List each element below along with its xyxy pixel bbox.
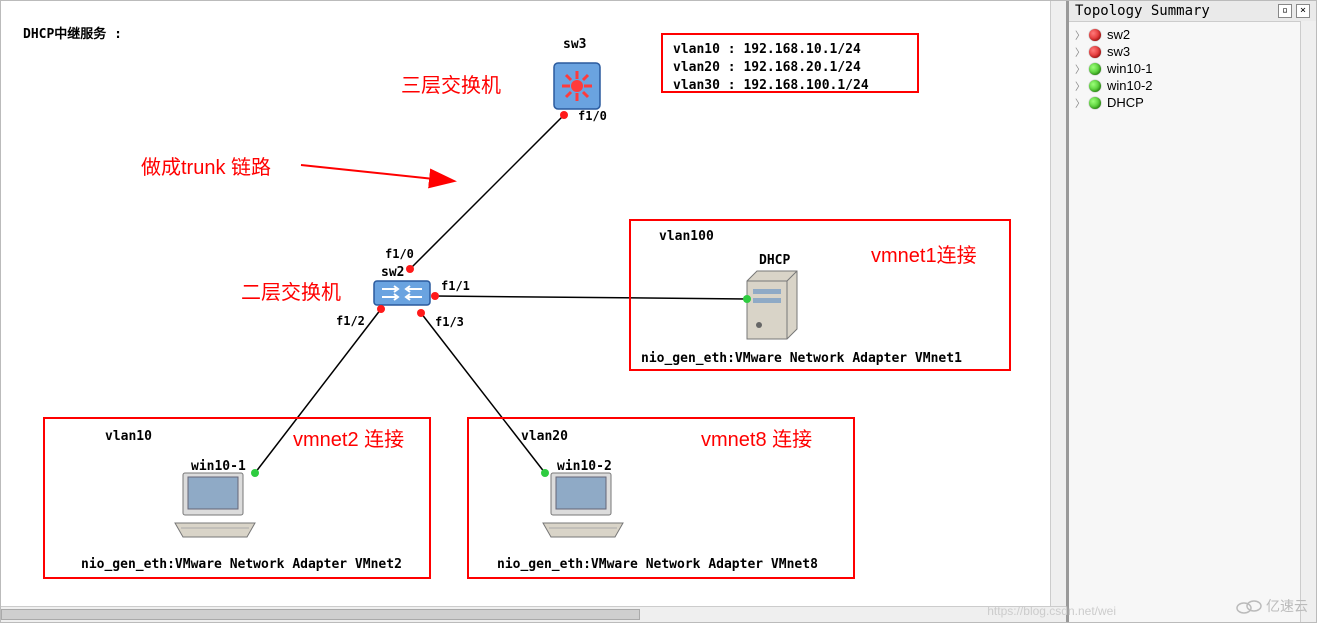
tree-item-sw2[interactable]: 〉sw2 [1071,26,1314,43]
port-label: f1/2 [336,314,365,328]
tree-item-label: win10-2 [1107,78,1153,93]
topology-canvas[interactable]: DHCP中继服务 : [1,1,1066,622]
status-dot-green [1089,80,1101,92]
port-dot [431,292,439,300]
port-label: f1/0 [578,109,607,123]
box-win1 [43,417,431,579]
sidebar-close-button[interactable]: × [1296,4,1310,18]
tree-item-win10-2[interactable]: 〉win10-2 [1071,77,1314,94]
sidebar-vscroll[interactable] [1300,21,1316,622]
port-dot [541,469,549,477]
sidebar: Topology Summary ▫ × 〉sw2 〉sw3 〉win10-1 … [1066,1,1316,622]
tree-item-label: DHCP [1107,95,1144,110]
status-dot-red [1089,29,1101,41]
port-dot [377,305,385,313]
annotation-l3: 三层交换机 [401,69,501,98]
status-dot-red [1089,46,1101,58]
sidebar-title-bar: Topology Summary ▫ × [1069,1,1316,22]
logo-text: 亿速云 [1266,596,1308,616]
port-dot [417,309,425,317]
port-dot [743,295,751,303]
port-dot [251,469,259,477]
annotation-trunk: 做成trunk 链路 [141,151,271,180]
canvas-vscroll[interactable] [1050,1,1066,606]
sidebar-float-button[interactable]: ▫ [1278,4,1292,18]
port-label: f1/1 [441,279,470,293]
sidebar-title: Topology Summary [1075,3,1210,19]
tree-item-win10-1[interactable]: 〉win10-1 [1071,60,1314,77]
status-dot-green [1089,97,1101,109]
port-dot [560,111,568,119]
topology-tree: 〉sw2 〉sw3 〉win10-1 〉win10-2 〉DHCP [1069,22,1316,115]
tree-item-label: sw3 [1107,44,1130,59]
tree-item-label: win10-1 [1107,61,1153,76]
box-dhcp [629,219,1011,371]
tree-item-sw3[interactable]: 〉sw3 [1071,43,1314,60]
watermark: https://blog.csdn.net/wei [987,604,1116,618]
node-label-sw3[interactable]: sw3 [563,37,586,52]
status-dot-green [1089,63,1101,75]
port-label: f1/0 [385,247,414,261]
info-box: vlan10 : 192.168.10.1/24 vlan20 : 192.16… [661,33,919,93]
tree-item-dhcp[interactable]: 〉DHCP [1071,94,1314,111]
info-box-text: vlan10 : 192.168.10.1/24 vlan20 : 192.16… [673,41,907,96]
annotation-l2: 二层交换机 [241,276,341,305]
port-dot [406,265,414,273]
node-label-sw2[interactable]: sw2 [381,265,404,280]
logo-watermark: 亿速云 [1236,596,1308,616]
box-win2 [467,417,855,579]
port-label: f1/3 [435,315,464,329]
canvas-hscroll[interactable] [1,606,1066,622]
tree-item-label: sw2 [1107,27,1130,42]
